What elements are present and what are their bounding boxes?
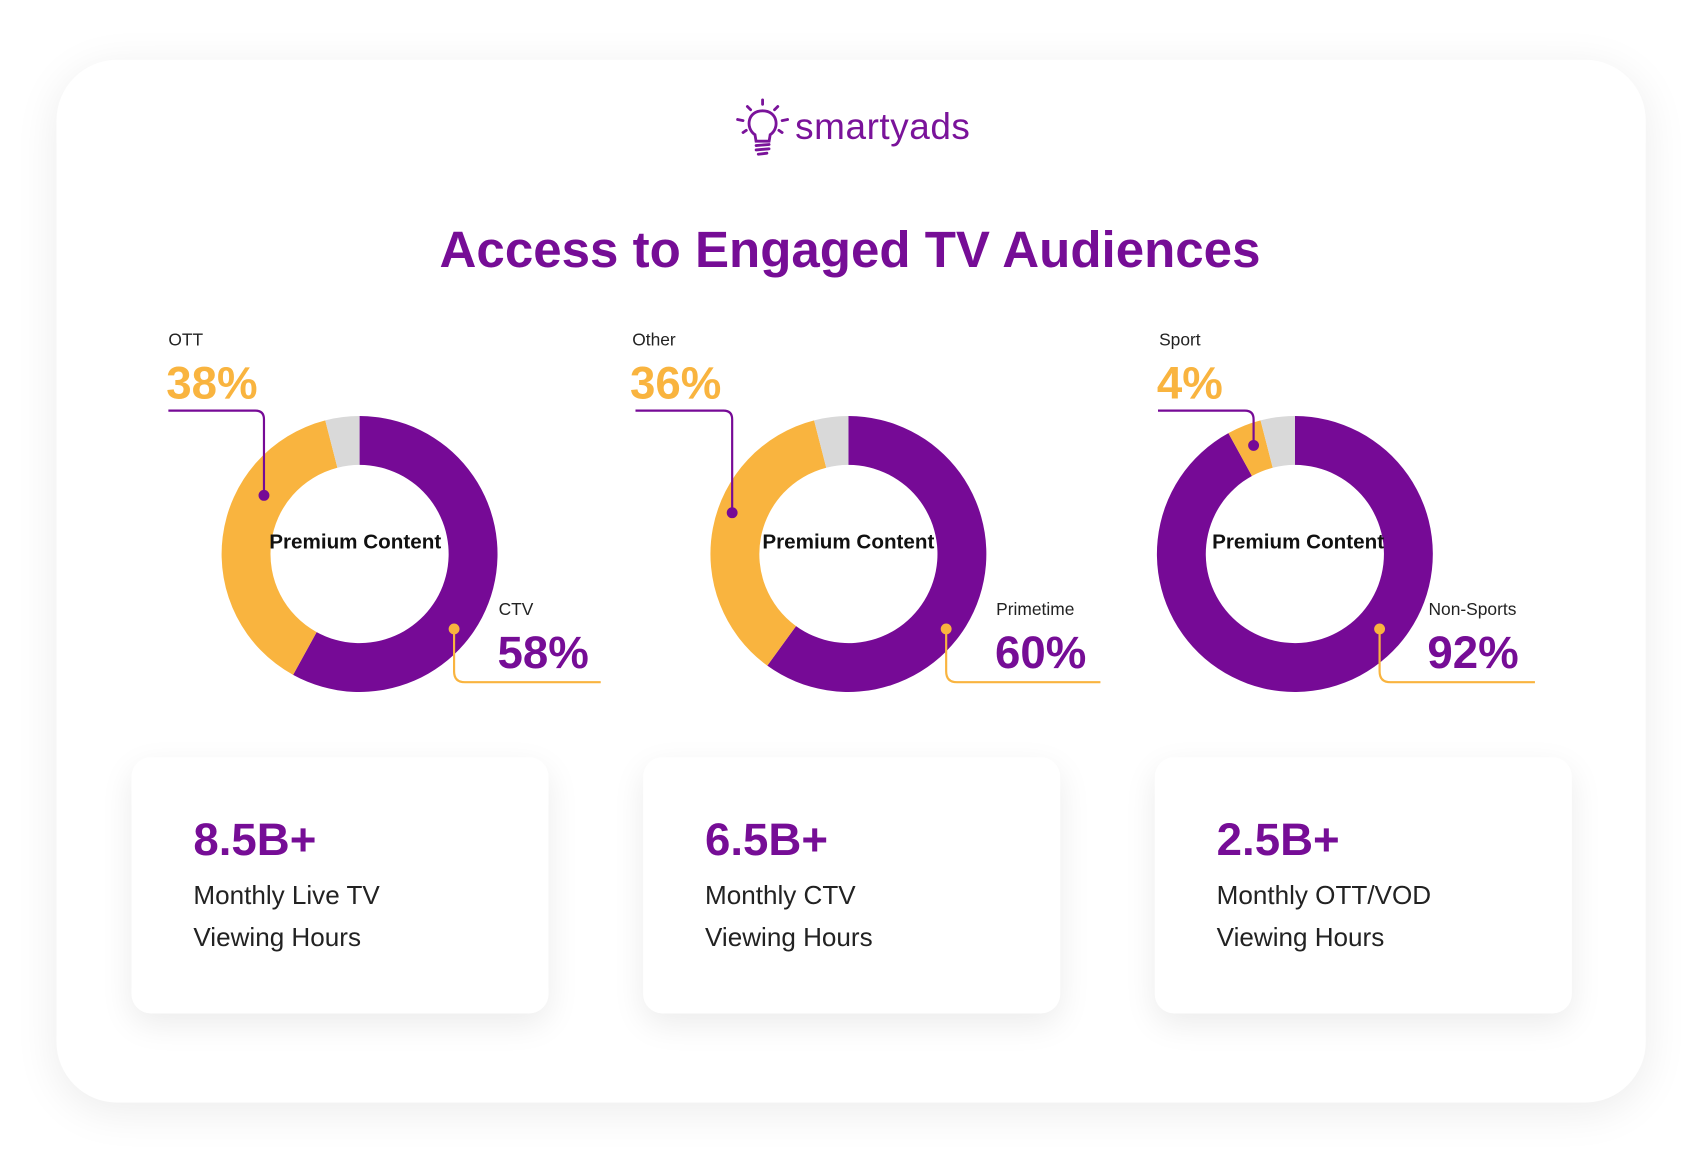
lightbulb-icon <box>736 98 789 156</box>
chart1-secondary-value: 38% <box>166 357 258 409</box>
chart1-secondary-dot <box>258 489 270 501</box>
brand-name: smartyads <box>795 106 971 148</box>
chart3-secondary-dot <box>1248 439 1260 451</box>
stat-label-line1: Monthly Live TV <box>193 880 380 911</box>
chart1-primary-dot <box>448 623 460 635</box>
brand-logo: smartyads <box>734 98 973 163</box>
chart3-primary-dot <box>1374 623 1386 635</box>
stat-label-line1: Monthly OTT/VOD <box>1216 880 1432 911</box>
stat-label-line2: Viewing Hours <box>705 923 873 953</box>
chart1-slice-1 <box>221 420 338 675</box>
chart1-slice-0 <box>293 416 498 692</box>
chart2-primary-value: 60% <box>995 626 1087 678</box>
chart1-secondary-leader <box>168 409 266 496</box>
chart2-secondary-leader <box>635 409 734 513</box>
stat-card: 6.5B+ Monthly CTV Viewing Hours <box>643 757 1061 1014</box>
donut-charts <box>168 409 1535 692</box>
chart1-primary-leader <box>452 628 601 684</box>
chart3-slice-0 <box>1156 416 1433 692</box>
chart3-secondary-value: 4% <box>1156 357 1223 409</box>
stat-label-line2: Viewing Hours <box>193 923 361 953</box>
chart3-primary-leader <box>1378 628 1535 684</box>
chart2-secondary-label: Other <box>632 331 676 350</box>
chart3-slice-2 <box>1260 416 1295 468</box>
chart3-secondary-label: Sport <box>1159 331 1201 350</box>
stat-value: 8.5B+ <box>193 813 317 865</box>
chart2-primary-dot <box>940 623 952 635</box>
chart1-secondary-label: OTT <box>168 331 204 350</box>
stat-value: 6.5B+ <box>705 813 829 865</box>
chart2-slice-0 <box>767 416 987 692</box>
stat-card: 2.5B+ Monthly OTT/VOD Viewing Hours <box>1154 757 1572 1014</box>
chart3-secondary-leader <box>1157 409 1255 446</box>
chart2-primary-label: Primetime <box>996 600 1075 620</box>
chart1-primary-label: CTV <box>498 600 534 620</box>
chart1-center-label: Premium Content <box>269 531 442 555</box>
page-title: Access to Engaged TV Audiences <box>439 220 1261 279</box>
chart2-center-label: Premium Content <box>762 531 935 555</box>
chart2-secondary-dot <box>726 507 738 519</box>
chart2-slice-1 <box>710 420 827 666</box>
chart1-primary-value: 58% <box>497 626 589 678</box>
chart1-slice-2 <box>325 416 360 468</box>
stat-card: 8.5B+ Monthly Live TV Viewing Hours <box>131 757 549 1014</box>
stat-label-line2: Viewing Hours <box>1216 923 1385 953</box>
stat-value: 2.5B+ <box>1216 813 1340 865</box>
chart3-center-label: Premium Content <box>1212 531 1385 555</box>
chart2-slice-2 <box>814 416 849 468</box>
stat-label-line1: Monthly CTV <box>705 880 856 911</box>
chart3-primary-value: 92% <box>1427 626 1519 678</box>
chart2-secondary-value: 36% <box>630 357 722 409</box>
chart2-primary-leader <box>945 628 1101 684</box>
chart3-primary-label: Non-Sports <box>1428 600 1517 620</box>
